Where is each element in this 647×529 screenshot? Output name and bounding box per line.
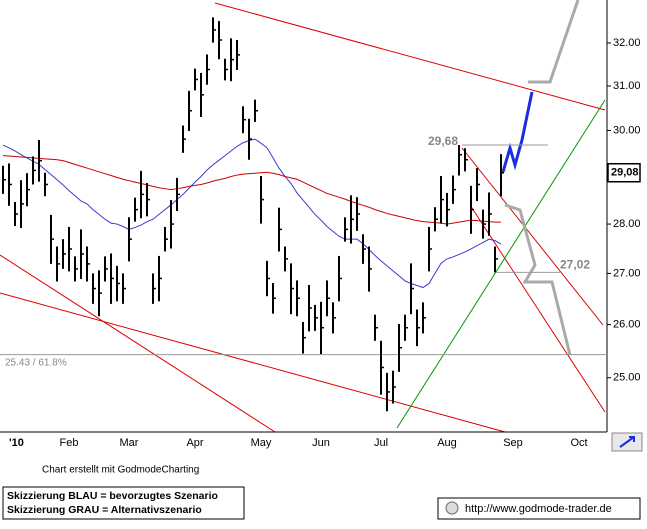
x-tick-label: Apr <box>186 437 203 449</box>
y-tick-label: 32.00 <box>613 37 641 49</box>
trend-line <box>461 147 604 326</box>
y-tick-label: 26.00 <box>613 318 641 330</box>
x-tick-label: Aug <box>437 437 457 449</box>
level-label: 27,02 <box>560 258 590 272</box>
trend-line <box>469 204 606 413</box>
moving-average <box>2 155 501 225</box>
credit: Chart erstellt mit GodmodeCharting <box>42 465 199 476</box>
note: Skizzierung GRAU = Alternativszenario <box>7 504 202 516</box>
x-tick-label: Jul <box>374 437 388 449</box>
level-label: 29,68 <box>428 134 458 148</box>
y-tick-label: 31.00 <box>613 80 641 92</box>
y-tick-label: 25.00 <box>613 372 641 384</box>
x-tick-label: Jun <box>312 437 330 449</box>
source-icon <box>445 501 459 515</box>
trend-lines <box>0 2 606 433</box>
trend-line <box>0 292 506 433</box>
alternative-scenario <box>528 0 580 84</box>
x-tick-label: Feb <box>60 437 79 449</box>
x-tick-label: '10 <box>9 437 24 449</box>
x-tick-label: Oct <box>570 437 587 449</box>
corner-arrow <box>619 436 635 448</box>
trend-line <box>214 2 606 111</box>
source-box <box>437 497 641 520</box>
alternative-scenario <box>504 203 572 356</box>
y-tick-label: 27.00 <box>613 267 641 279</box>
x-tick-label: Sep <box>503 437 523 449</box>
notes-box <box>2 486 245 520</box>
source: http://www.godmode-trader.de <box>465 503 612 515</box>
preferred-scenario <box>501 91 534 173</box>
last-price-label: 29,08 <box>611 167 639 179</box>
trend-line <box>0 254 276 433</box>
last-price-box <box>607 162 641 183</box>
note: Skizzierung BLAU = bevorzugtes Szenario <box>7 490 218 502</box>
y-tick-label: 30.00 <box>613 124 641 136</box>
trend-line <box>396 99 606 429</box>
x-tick-label: May <box>251 437 272 449</box>
x-tick-label: Mar <box>120 437 139 449</box>
level-label: 25.43 / 61.8% <box>5 357 67 368</box>
y-tick-label: 28.00 <box>613 218 641 230</box>
